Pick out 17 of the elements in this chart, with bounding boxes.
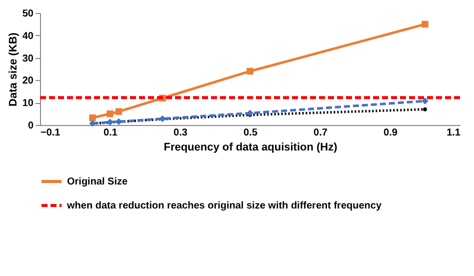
y-tick-label: 30 bbox=[22, 53, 34, 64]
x-tick-label: 0.1 bbox=[104, 128, 118, 138]
y-axis-title: Data size (KB) bbox=[7, 32, 20, 106]
y-tick-label: 10 bbox=[22, 98, 34, 110]
legend-label: when data reduction reaches original size with different frequency bbox=[66, 200, 382, 212]
x-tick-label: 0.3 bbox=[174, 128, 188, 138]
y-tick-label: 50 bbox=[22, 8, 34, 20]
x-axis-title: Frequency of data aquisition (Hz) bbox=[164, 142, 338, 154]
x-tick-label: 1.1 bbox=[446, 128, 461, 138]
legend-label: Original Size bbox=[67, 176, 128, 188]
x-tick-label: 0.9 bbox=[384, 128, 398, 138]
y-tick-label: 20 bbox=[22, 76, 34, 87]
x-tick-label: 0.7 bbox=[314, 128, 328, 138]
y-tick-label: 0 bbox=[28, 120, 34, 132]
x-tick-label: 0.5 bbox=[244, 128, 258, 138]
y-tick-label: 40 bbox=[22, 30, 34, 42]
x-tick-label: −0.1 bbox=[40, 128, 61, 138]
